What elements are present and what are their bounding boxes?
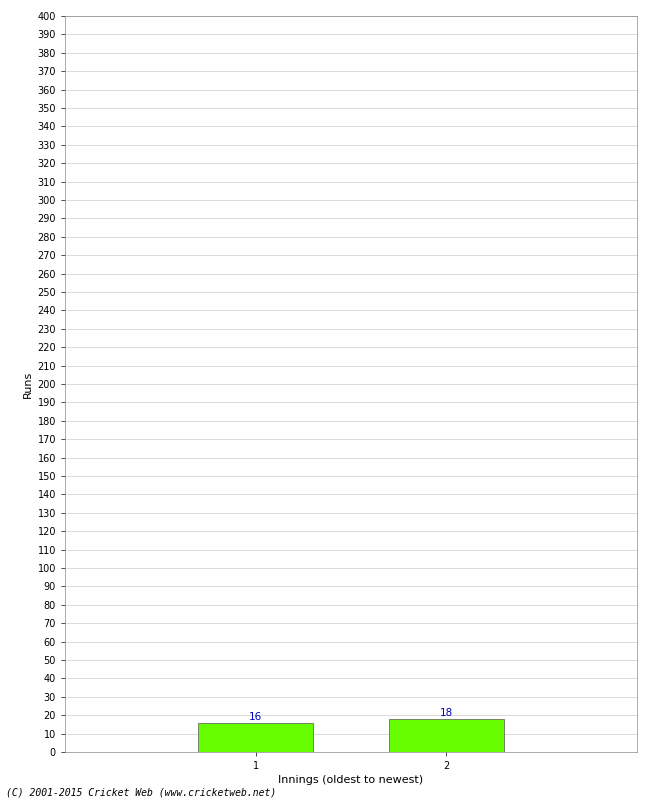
Text: (C) 2001-2015 Cricket Web (www.cricketweb.net): (C) 2001-2015 Cricket Web (www.cricketwe… [6,787,277,798]
Bar [198,722,313,752]
Y-axis label: Runs: Runs [23,370,33,398]
X-axis label: Innings (oldest to newest): Innings (oldest to newest) [278,775,424,785]
Text: 16: 16 [249,712,263,722]
Bar [389,719,504,752]
Text: 18: 18 [439,708,453,718]
